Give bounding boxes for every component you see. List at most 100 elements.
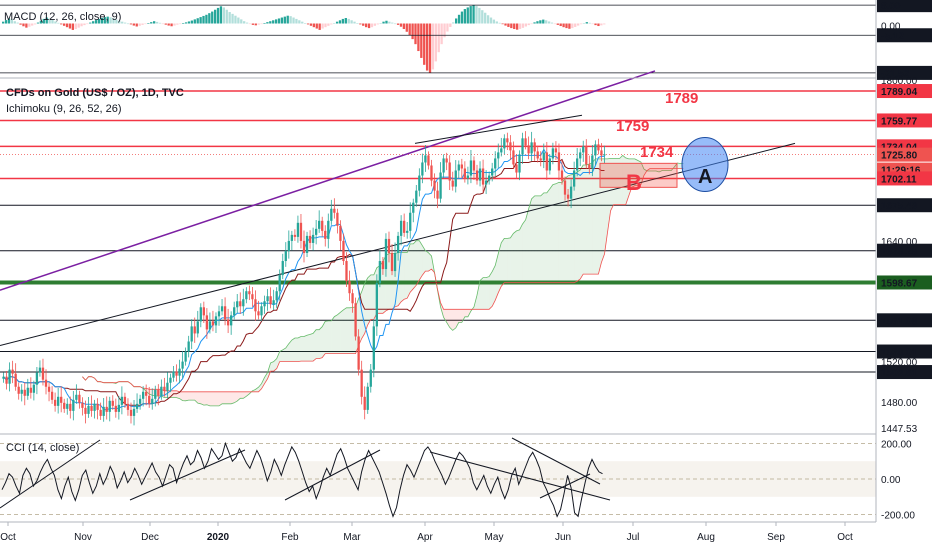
candle-body [518, 154, 521, 173]
ichimoku-cloud-segment [528, 198, 532, 283]
candle-body [178, 368, 181, 376]
macd-histogram-bar [318, 23, 321, 30]
ichimoku-cloud-segment [282, 348, 286, 362]
candle-body [108, 400, 111, 412]
candle-body [569, 186, 573, 199]
macd-histogram-bar [228, 12, 231, 24]
candle-body [96, 403, 99, 410]
candle-body [305, 235, 309, 253]
macd-histogram-bar [408, 23, 411, 35]
macd-histogram-bar [455, 18, 458, 24]
price-axis[interactable]: 8.000.00-5.12-21.521800.001789.041759.77… [0, 0, 932, 523]
macd-histogram-bar [147, 23, 150, 24]
ichimoku-cloud-segment [288, 339, 292, 362]
macd-histogram-bar [161, 23, 165, 25]
ichimoku-cloud-segment [504, 238, 508, 283]
candle-body [478, 168, 482, 181]
candle-body [251, 294, 254, 300]
time-axis-label: May [485, 532, 504, 543]
candle-body [369, 369, 372, 387]
ichimoku-cloud-segment [322, 321, 326, 358]
cci-trend-line [129, 449, 246, 501]
macd-histogram-bar [36, 22, 40, 24]
candle-body [120, 396, 124, 405]
candle-body [154, 389, 157, 399]
macd-histogram-bar [446, 23, 449, 32]
candle-body [211, 321, 215, 326]
macd-histogram-bar [388, 21, 391, 24]
candle-body [202, 307, 205, 316]
macd-axis-label: 8.00 [881, 1, 901, 12]
candle-body [272, 300, 275, 305]
candle-body [148, 395, 151, 404]
candle-body [23, 389, 26, 396]
candle-body [75, 394, 78, 400]
ichimoku-cloud-segment [589, 162, 593, 275]
candle-body [597, 144, 600, 151]
candle-body [17, 386, 20, 394]
price-axis-label: 1702.11 [881, 174, 917, 185]
price-panel[interactable]: 1789 1759 1734 B A [0, 70, 876, 426]
ichimoku-cloud-segment [622, 155, 626, 205]
ichimoku-cloud-segment [537, 195, 541, 283]
candle-body [387, 238, 391, 253]
candle-body [481, 168, 485, 185]
macd-histogram-bar [559, 23, 562, 27]
macd-panel[interactable] [0, 4, 876, 74]
candle-body [451, 180, 454, 187]
ichimoku-cloud-segment [574, 172, 578, 283]
macd-histogram-bar [251, 23, 255, 25]
candle-body [205, 315, 209, 330]
ichimoku-cloud-segment [231, 391, 235, 404]
macd-histogram-bar [45, 17, 48, 24]
macd-histogram-bar [25, 23, 28, 28]
candle-body [32, 384, 36, 393]
candle-body [576, 158, 579, 171]
candle-body [302, 240, 306, 253]
candle-body [172, 371, 175, 378]
candle-body [163, 386, 166, 391]
ichimoku-cloud-segment [592, 158, 596, 275]
candle-body [187, 341, 190, 352]
ichimoku-cloud-segment [480, 277, 484, 310]
zone-b-rect [599, 162, 678, 188]
cci-panel[interactable] [0, 437, 876, 518]
ichimoku-cloud-segment [522, 219, 526, 283]
macd-histogram-bar [71, 23, 74, 30]
price-axis-label: 1480.00 [881, 398, 918, 409]
time-axis[interactable]: Oct Nov Dec 2020 Feb Mar Apr May Jun Jul Aug Sep Oct [0, 522, 853, 543]
macd-histogram-bar [501, 23, 504, 25]
cci-line [1, 441, 603, 518]
candle-body [430, 165, 433, 181]
macd-histogram-bar [373, 23, 376, 26]
ichimoku-cloud-segment [146, 388, 150, 395]
macd-histogram-bar [391, 22, 394, 24]
ichimoku-cloud-segment [595, 158, 599, 275]
ichimoku-cloud-segment [428, 252, 432, 272]
ichimoku-cloud-segment [310, 333, 314, 362]
ichimoku-cloud-segment [219, 391, 223, 406]
ichimoku-cloud-segment [261, 377, 265, 389]
macd-histogram-bar [321, 23, 324, 29]
candle-body [60, 396, 63, 403]
ichimoku-cloud-segment [294, 337, 298, 362]
macd-histogram-bar [603, 23, 606, 25]
candle-body [5, 376, 8, 384]
macd-histogram-bar [123, 22, 127, 24]
ichimoku-cloud-segment [215, 391, 220, 406]
candle-body [572, 170, 576, 187]
macd-histogram-bar [112, 18, 115, 24]
legends: MACD (12, 26, close, 9) CFDs on Gold (US… [4, 11, 184, 454]
candle-body [512, 150, 515, 165]
ichimoku-cloud-segment [370, 274, 374, 320]
candle-body [551, 148, 555, 159]
macd-histogram-bar [341, 18, 345, 24]
ichimoku-cloud-segment [568, 174, 572, 283]
macd-histogram-bar [443, 23, 446, 38]
candle-body [436, 190, 439, 199]
candle-body [190, 326, 193, 342]
macd-histogram-bar [582, 23, 586, 24]
candle-body [539, 158, 542, 161]
candle-body [138, 398, 142, 404]
